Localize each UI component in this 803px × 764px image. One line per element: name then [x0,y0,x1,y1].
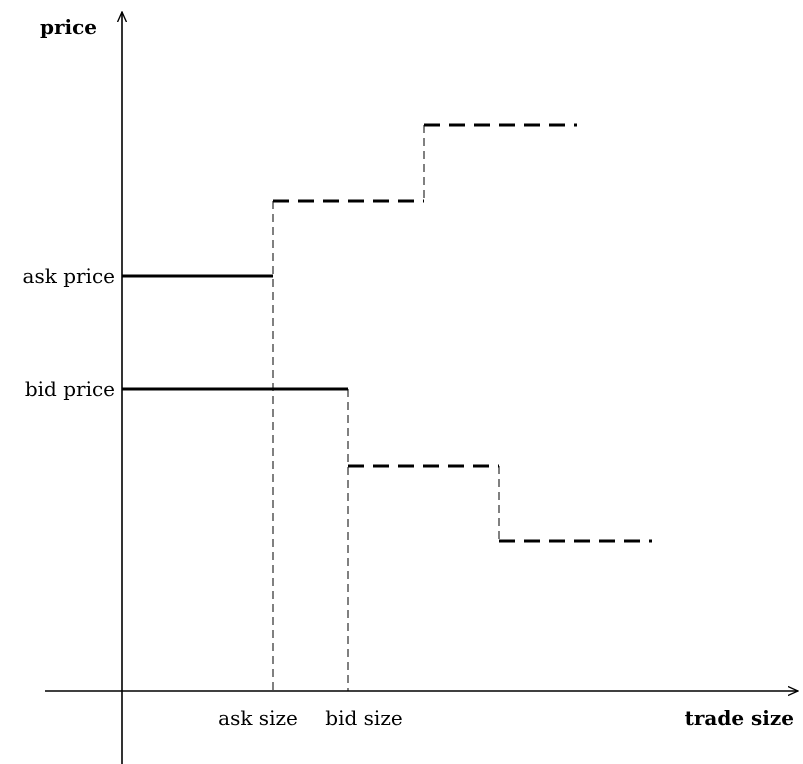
bid-price-label: bid price [25,377,115,401]
y-axis-title: price [40,15,97,39]
bid-size-label: bid size [325,706,402,730]
x-axis-title: trade size [685,706,794,730]
ask-size-label: ask size [218,706,298,730]
ask-price-label: ask price [23,264,115,288]
